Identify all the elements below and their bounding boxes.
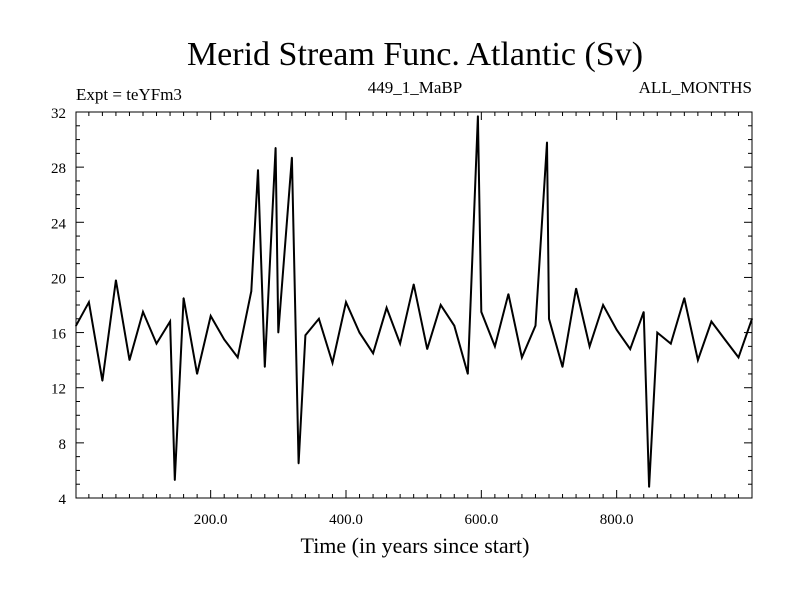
data-point [697, 359, 699, 361]
data-point [358, 331, 361, 334]
data-point [588, 345, 591, 348]
data-point [274, 147, 277, 149]
data-point [439, 304, 442, 306]
x-tick-label: 400.0 [329, 512, 363, 528]
data-point [304, 334, 307, 337]
run-label: 449_1_MaBP [368, 78, 462, 97]
data-point [656, 331, 659, 334]
data-point [318, 318, 320, 320]
data-point [426, 348, 429, 350]
data-point [724, 338, 726, 341]
data-point [507, 293, 510, 295]
data-point [399, 342, 401, 345]
y-tick-label: 4 [59, 492, 67, 508]
data-point [615, 329, 618, 331]
y-tick-label: 24 [51, 216, 67, 232]
data-point [683, 297, 686, 299]
experiment-label: Expt = teYFm3 [76, 85, 182, 104]
data-point [297, 462, 300, 465]
data-point [480, 311, 483, 313]
data-point [385, 307, 388, 309]
data-point [670, 342, 672, 345]
x-axis-label: Time (in years since start) [301, 533, 530, 558]
x-tick-label: 600.0 [464, 512, 498, 528]
data-point [128, 359, 131, 361]
y-tick-label: 28 [51, 161, 66, 177]
data-point [412, 283, 415, 286]
data-point [467, 373, 469, 375]
data-point [196, 373, 198, 375]
data-point [142, 311, 144, 313]
data-point [737, 356, 740, 359]
x-tick-label: 200.0 [194, 512, 228, 528]
data-point [575, 287, 577, 290]
data-point [602, 304, 604, 306]
y-tick-label: 12 [51, 382, 66, 398]
x-axis: 200.0 400.0 600.0 800.0 [88, 112, 739, 528]
chart-title: Merid Stream Func. Atlantic (Sv) [187, 36, 643, 73]
data-point [548, 318, 550, 320]
y-tick-label: 8 [59, 437, 67, 453]
data-point [209, 315, 212, 317]
data-point [257, 169, 259, 171]
data-point [75, 324, 77, 327]
data-point [648, 486, 650, 488]
data-point [372, 352, 374, 355]
y-axis: 4 8 12 16 20 24 28 32 [51, 106, 752, 508]
data-point [250, 290, 253, 293]
data-point [264, 366, 266, 368]
plot-area [75, 111, 753, 499]
months-label: ALL_MONTHS [639, 78, 752, 97]
data-point [331, 362, 334, 364]
data-point [115, 279, 117, 282]
data-point [629, 348, 631, 350]
data-point [345, 301, 347, 304]
data-point [155, 342, 158, 345]
y-tick-label: 20 [51, 271, 66, 287]
data-point [494, 345, 496, 348]
data-point [710, 320, 713, 323]
data-point [521, 356, 523, 359]
data-point [291, 156, 293, 159]
y-tick-label: 32 [51, 106, 66, 122]
data-point [561, 366, 564, 368]
data-point [182, 297, 185, 299]
data-point [169, 320, 171, 323]
data-point [236, 356, 239, 359]
data-point [101, 380, 104, 382]
data-point [534, 324, 537, 327]
data-point [277, 331, 280, 334]
data-point [453, 324, 456, 327]
data-point [477, 115, 479, 117]
data-point [642, 311, 645, 313]
series-line [75, 116, 753, 488]
data-point [546, 141, 548, 144]
data-point [223, 338, 225, 341]
data-point [174, 479, 176, 481]
x-tick-label: 800.0 [600, 512, 634, 528]
y-tick-label: 16 [51, 327, 67, 343]
data-point [88, 301, 90, 304]
